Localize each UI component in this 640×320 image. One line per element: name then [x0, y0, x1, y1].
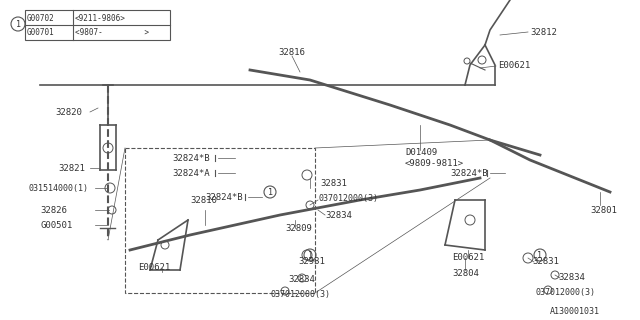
Text: 32834: 32834 [558, 274, 585, 283]
Text: G00701: G00701 [27, 28, 55, 36]
Text: 32824*B: 32824*B [172, 154, 210, 163]
Text: 32824*A: 32824*A [172, 169, 210, 178]
Text: 32812: 32812 [530, 28, 557, 36]
Text: E00621: E00621 [452, 253, 484, 262]
Text: E00621: E00621 [138, 263, 170, 273]
Text: 1: 1 [538, 251, 543, 260]
Text: 1: 1 [268, 188, 273, 196]
Text: 32831: 32831 [320, 179, 347, 188]
Text: 32809: 32809 [285, 223, 312, 233]
Text: G00702: G00702 [27, 13, 55, 22]
Text: <9211-9806>: <9211-9806> [75, 13, 126, 22]
Text: 32810: 32810 [190, 196, 217, 204]
Text: 037012000(3): 037012000(3) [270, 290, 330, 299]
Text: 32834: 32834 [325, 211, 352, 220]
Text: 32931: 32931 [298, 258, 325, 267]
Text: A130001031: A130001031 [550, 308, 600, 316]
Text: 037012000(3): 037012000(3) [535, 289, 595, 298]
Text: 32826: 32826 [40, 205, 67, 214]
Text: 32804: 32804 [452, 268, 479, 277]
Text: 32831: 32831 [532, 258, 559, 267]
Text: 32834: 32834 [288, 276, 315, 284]
Text: D01409: D01409 [405, 148, 437, 156]
Text: 32816: 32816 [278, 47, 305, 57]
Text: E00621: E00621 [498, 60, 531, 69]
Text: 32820: 32820 [55, 108, 82, 116]
Text: 1: 1 [307, 251, 312, 260]
Text: 32824*B: 32824*B [450, 169, 488, 178]
Text: 32824*B: 32824*B [205, 193, 243, 202]
Text: 32821: 32821 [58, 164, 85, 172]
Text: <9807-         >: <9807- > [75, 28, 149, 36]
Text: <9809-9811>: <9809-9811> [405, 158, 464, 167]
Text: 32801: 32801 [590, 205, 617, 214]
Text: 031514000(1): 031514000(1) [28, 183, 88, 193]
Text: G00501: G00501 [40, 220, 72, 229]
FancyBboxPatch shape [125, 148, 315, 293]
Text: 1: 1 [15, 20, 20, 28]
FancyBboxPatch shape [25, 10, 170, 40]
Text: 037012000(3): 037012000(3) [318, 194, 378, 203]
